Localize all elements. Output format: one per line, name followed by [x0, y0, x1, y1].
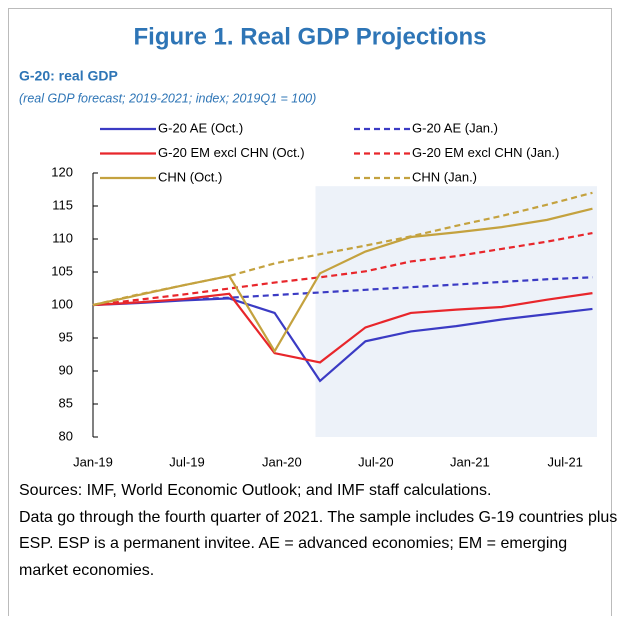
- legend-label: CHN (Oct.): [158, 169, 222, 184]
- y-tick-label: 80: [59, 428, 73, 443]
- y-tick-label: 115: [52, 197, 73, 212]
- series-line: [92, 292, 593, 364]
- chart-subtitle: G-20: real GDP: [19, 68, 118, 84]
- note: Data go through the fourth quarter of 20…: [19, 508, 618, 579]
- legend-label: G-20 EM excl CHN (Jan.): [412, 145, 559, 160]
- x-tick-label: Jul-19: [169, 454, 204, 469]
- legend-label: CHN (Jan.): [412, 169, 477, 184]
- chart: Figure 1. Real GDP Projections G-20: rea…: [19, 23, 597, 469]
- series-line: [92, 231, 593, 307]
- x-tick-label: Jan-21: [450, 454, 490, 469]
- legend-label: G-20 AE (Oct.): [158, 120, 243, 135]
- x-tick-label: Jul-20: [358, 454, 393, 469]
- chart-title: Figure 1. Real GDP Projections: [134, 23, 487, 50]
- series-line: [92, 191, 593, 307]
- y-tick-label: 90: [59, 362, 73, 377]
- x-tick-label: Jan-20: [262, 454, 302, 469]
- chart-description: (real GDP forecast; 2019-2021; index; 20…: [19, 91, 316, 105]
- y-tick-label: 120: [51, 164, 73, 179]
- x-tick-label: Jan-19: [73, 454, 113, 469]
- note: Sources: IMF, World Economic Outlook; an…: [19, 482, 492, 499]
- y-tick-label: 105: [51, 263, 73, 278]
- y-tick-label: 85: [59, 395, 73, 410]
- y-tick-label: 100: [51, 296, 73, 311]
- legend-label: G-20 AE (Jan.): [412, 120, 498, 135]
- y-tick-label: 95: [59, 329, 73, 344]
- y-tick-label: 110: [52, 230, 73, 245]
- notes: Sources: IMF, World Economic Outlook; an…: [19, 478, 619, 584]
- legend-label: G-20 EM excl CHN (Oct.): [158, 145, 305, 160]
- x-tick-label: Jul-21: [548, 454, 583, 469]
- figure-frame: [8, 8, 612, 616]
- shaded-region: [315, 186, 597, 437]
